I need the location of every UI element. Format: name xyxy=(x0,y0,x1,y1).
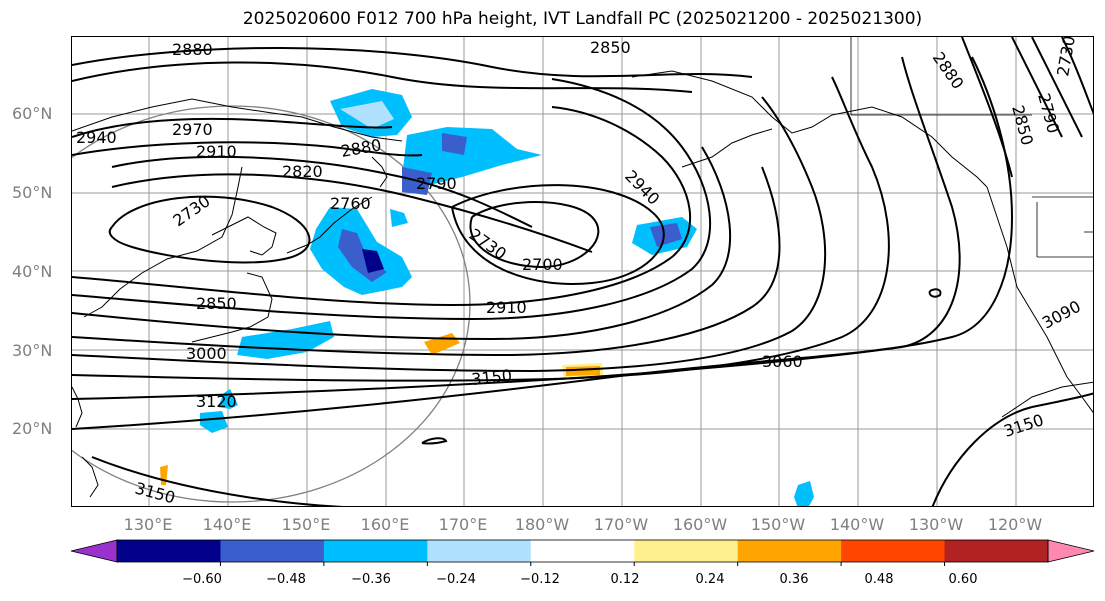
colorbar-extend-high xyxy=(1047,539,1095,563)
colorbar-tick-label: 0.48 xyxy=(864,572,894,587)
borders xyxy=(850,37,1093,258)
colorbar-tick-label: −0.48 xyxy=(266,572,306,587)
lon-label: 160°W xyxy=(672,515,728,534)
map-title: 2025020600 F012 700 hPa height, IVT Land… xyxy=(242,9,923,29)
lon-label: 140°E xyxy=(202,515,252,534)
graticule xyxy=(72,37,1093,506)
lon-label: 120°W xyxy=(987,515,1043,534)
lon-label: 160°E xyxy=(360,515,410,534)
contour-label: 2910 xyxy=(196,142,237,161)
contour-label: 3150 xyxy=(470,366,512,389)
contour-label: 2970 xyxy=(172,120,213,139)
colorbar-tick-label: 0.12 xyxy=(610,572,640,587)
contour-label: 2910 xyxy=(486,298,527,317)
contour-label: 2850 xyxy=(196,294,237,313)
colorbar-segment xyxy=(841,540,946,562)
contour-label: 3060 xyxy=(762,352,803,371)
colorbar-segment xyxy=(117,540,221,562)
lon-label: 180°W xyxy=(514,515,570,534)
lon-label: 130°W xyxy=(908,515,964,534)
lat-label: 20°N xyxy=(12,419,53,438)
colorbar-segment xyxy=(944,540,1049,562)
height-contours xyxy=(72,37,1093,506)
contour-label: 3120 xyxy=(196,392,237,411)
colorbar-tick-label: 0.60 xyxy=(948,572,978,587)
lon-label: 140°W xyxy=(829,515,885,534)
contour-label: 2760 xyxy=(330,194,371,213)
colorbar-tick-label: 0.36 xyxy=(779,572,809,587)
lon-label: 170°E xyxy=(438,515,488,534)
contour-label: 2820 xyxy=(282,162,323,181)
colorbar-segment xyxy=(323,540,428,562)
colorbar-segment xyxy=(427,540,532,562)
colorbar-tick-label: 0.24 xyxy=(695,572,725,587)
lat-label: 40°N xyxy=(12,262,53,281)
lon-label: 150°W xyxy=(750,515,806,534)
map-frame: 2880 2850 2940 2970 2910 2880 2820 2790 … xyxy=(71,36,1094,507)
lat-label: 50°N xyxy=(12,183,53,202)
colorbar-tick-label: −0.12 xyxy=(520,572,560,587)
colorbar-outline xyxy=(116,539,1049,563)
colorbar-tick-label: −0.36 xyxy=(351,572,391,587)
lon-label: 130°E xyxy=(123,515,173,534)
contour-label: 2850 xyxy=(590,38,631,57)
contour-label: 2940 xyxy=(76,128,117,147)
colorbar-extend-low xyxy=(70,539,118,563)
colorbar-segment xyxy=(737,540,842,562)
lat-label: 30°N xyxy=(12,341,53,360)
colorbar-segment xyxy=(220,540,325,562)
lon-label: 170°W xyxy=(593,515,649,534)
ivt-shading xyxy=(160,89,814,506)
colorbar-tick-label: −0.60 xyxy=(182,572,222,587)
colorbar-tick-label: −0.24 xyxy=(436,572,476,587)
contour-label: 2700 xyxy=(522,255,563,274)
lon-label: 150°E xyxy=(281,515,331,534)
contour-label: 2880 xyxy=(172,40,213,59)
contour-label: 2790 xyxy=(416,174,457,193)
colorbar-segment xyxy=(530,540,635,562)
colorbar-segment xyxy=(634,540,739,562)
coastlines xyxy=(72,70,1093,498)
map-canvas: 2880 2850 2940 2970 2910 2880 2820 2790 … xyxy=(72,37,1093,506)
colorbar-boxes xyxy=(70,539,1095,563)
lat-label: 60°N xyxy=(12,104,53,123)
contour-label: 3000 xyxy=(186,344,227,363)
